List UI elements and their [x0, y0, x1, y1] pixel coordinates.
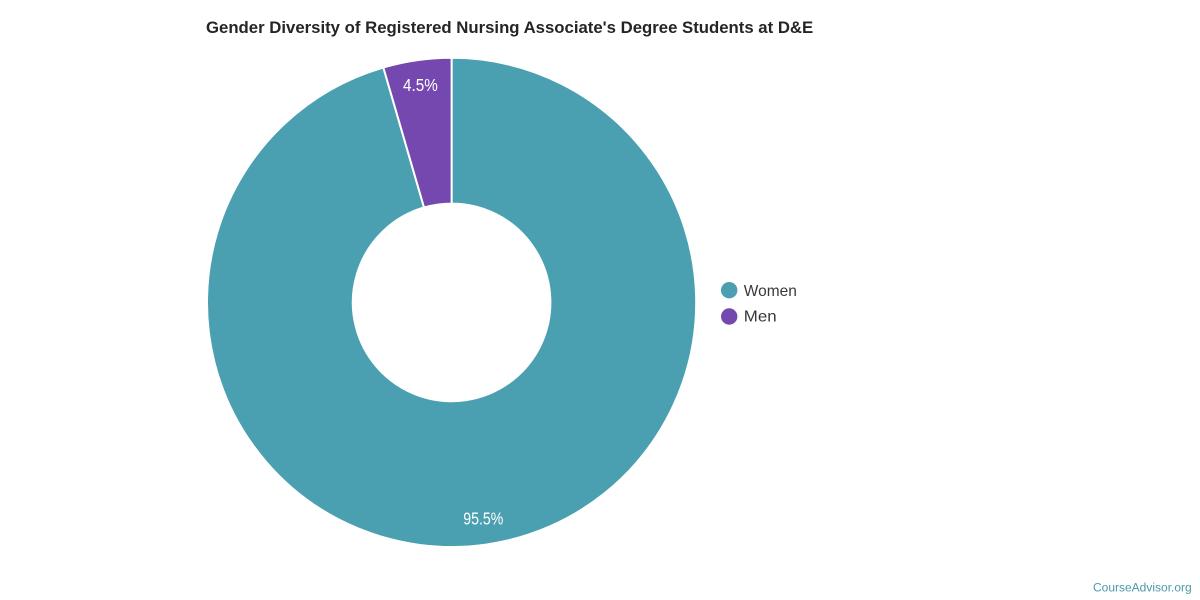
svg-text:CourseAdvisor.org: CourseAdvisor.org	[1093, 581, 1192, 595]
svg-text:4.5%: 4.5%	[403, 76, 438, 95]
svg-text:Gender Diversity of Registered: Gender Diversity of Registered Nursing A…	[206, 18, 813, 37]
svg-text:Men: Men	[744, 309, 777, 326]
svg-text:Women: Women	[744, 283, 797, 300]
svg-text:95.5%: 95.5%	[463, 510, 503, 529]
